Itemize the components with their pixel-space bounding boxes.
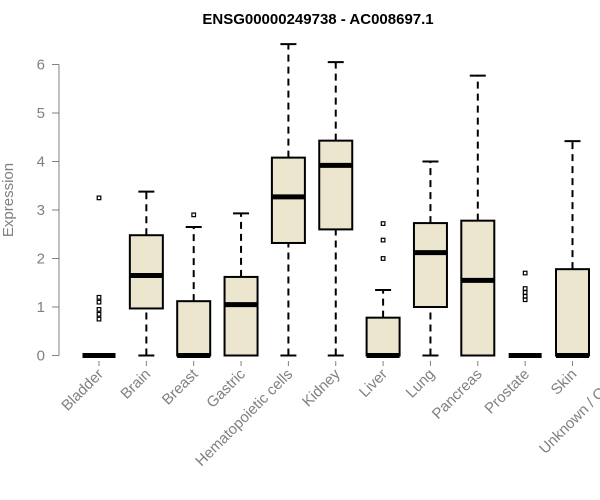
- x-tick-label: Lung: [403, 366, 439, 402]
- x-tick-label: Brain: [117, 366, 154, 403]
- box-body: [270, 156, 306, 244]
- outlier-point: [522, 270, 528, 276]
- outlier-point: [96, 294, 102, 300]
- outlier-point: [96, 195, 102, 201]
- outlier-point: [96, 299, 102, 305]
- box-kidney: [318, 61, 354, 357]
- box-skin: [555, 140, 590, 358]
- box-pancreas: [460, 74, 496, 357]
- box-body: [176, 300, 212, 357]
- y-axis-label: Expression: [0, 163, 17, 237]
- box-body: [412, 222, 448, 308]
- x-tick-label: Prostate: [481, 366, 533, 418]
- chart-title: ENSG00000249738 - AC008697.1: [202, 11, 433, 28]
- outlier-point: [191, 212, 197, 218]
- y-tick-label: 4: [37, 154, 45, 171]
- outlier-point: [96, 316, 102, 322]
- box-breast: [176, 212, 212, 358]
- outlier-point: [522, 293, 528, 299]
- y-axis-ticks: 0 1 2 3 4 5 6: [37, 57, 59, 365]
- x-tick-label: Pancreas: [429, 366, 486, 423]
- outlier-point: [380, 256, 386, 261]
- box-body: [555, 268, 590, 357]
- x-tick-label: Kidney: [299, 365, 344, 410]
- box-body: [460, 219, 496, 357]
- box-lung: [412, 160, 448, 357]
- box-body: [365, 316, 401, 357]
- outlier-point: [380, 237, 386, 243]
- outlier-point: [380, 221, 386, 226]
- box-gastric: [223, 212, 259, 357]
- outlier-point: [96, 311, 102, 317]
- box-body: [128, 234, 164, 310]
- box-series: [82, 43, 590, 358]
- y-tick-label: 3: [37, 202, 45, 219]
- box-body: [318, 139, 354, 231]
- box-bladder: [82, 195, 116, 358]
- y-tick-label: 2: [37, 251, 45, 268]
- x-tick-label: Gastric: [203, 365, 249, 411]
- box-hematopoietic-cells: [270, 43, 306, 357]
- y-tick-label: 5: [37, 105, 45, 122]
- x-tick-label: Bladder: [58, 366, 107, 415]
- box-prostate: [508, 270, 542, 358]
- box-brain: [128, 190, 164, 357]
- y-tick-label: 1: [37, 299, 45, 316]
- outlier-point: [522, 290, 528, 295]
- box-liver: [365, 221, 401, 358]
- outlier-point: [522, 286, 528, 291]
- x-tick-label: Breast: [159, 365, 202, 408]
- y-tick-label: 0: [37, 348, 45, 365]
- x-tick-label: Skin: [548, 366, 581, 399]
- x-tick-label: Liver: [356, 366, 391, 401]
- y-tick-label: 6: [37, 57, 45, 74]
- box-body: [223, 275, 259, 357]
- outlier-point: [96, 307, 102, 312]
